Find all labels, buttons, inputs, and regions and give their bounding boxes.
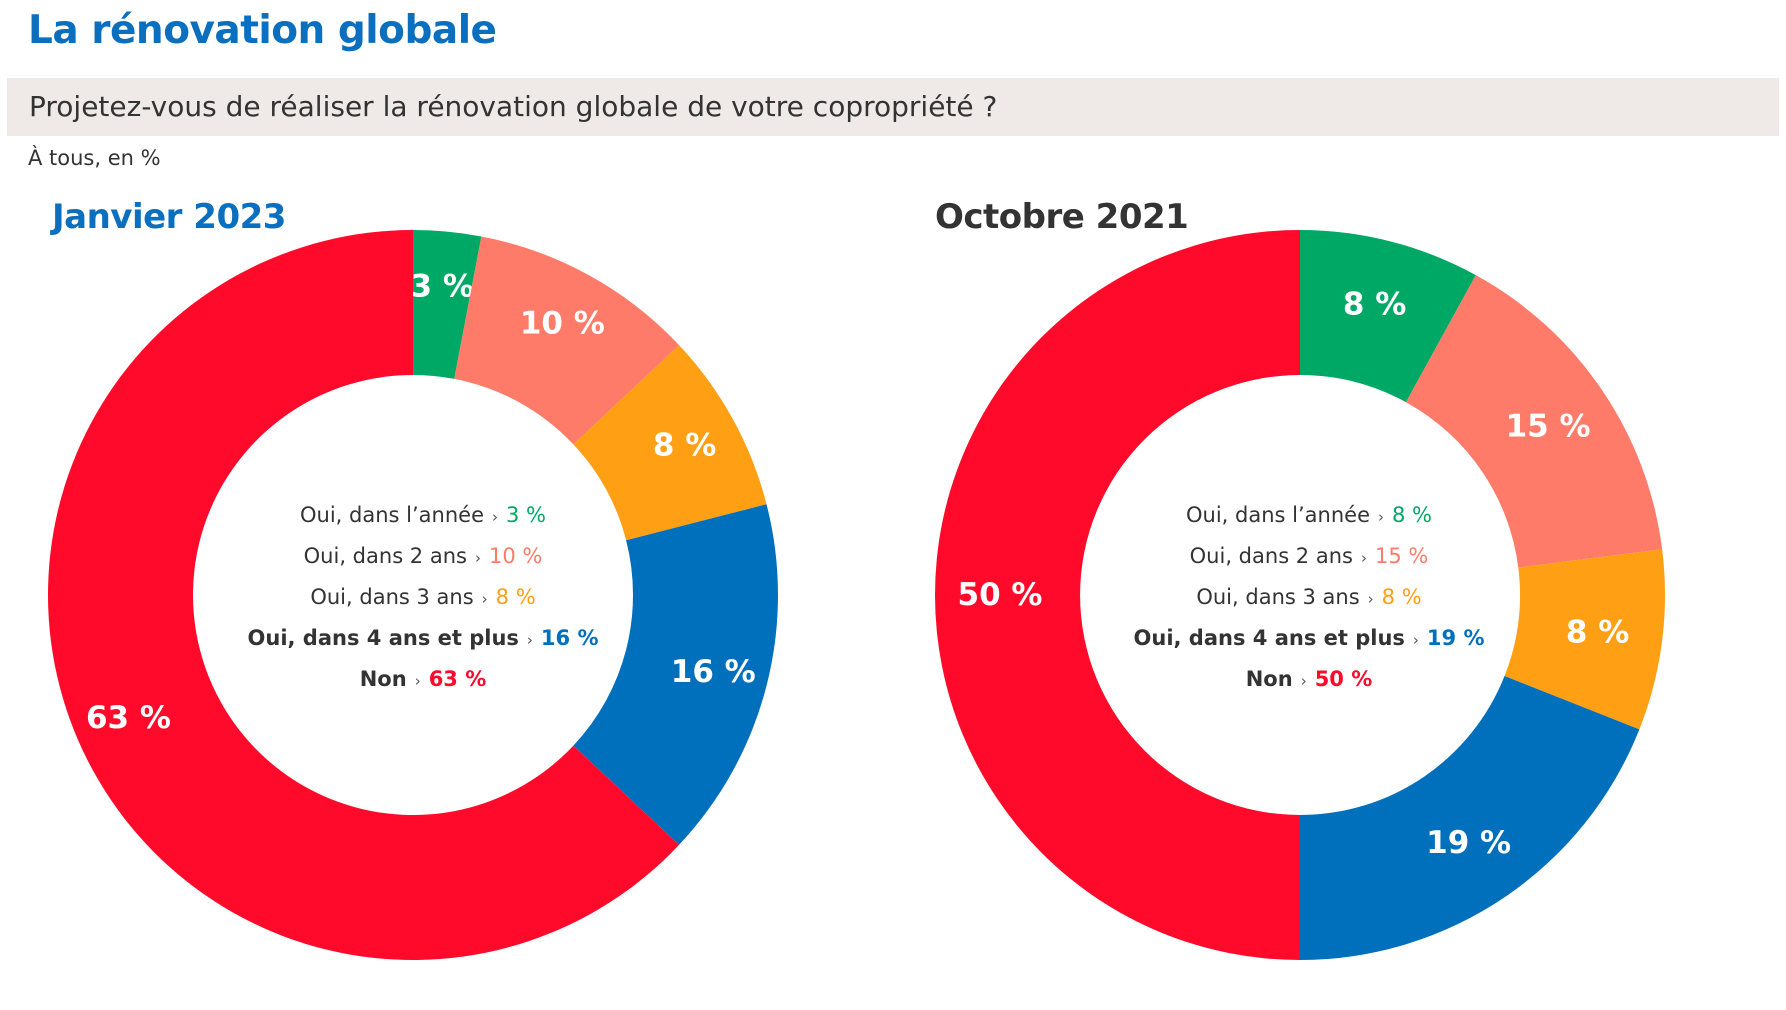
slice-label-octobre-2021-2: 8 % (1566, 615, 1629, 651)
base-note: À tous, en % (28, 146, 161, 170)
legend-label: Oui, dans 3 ans (310, 585, 474, 609)
donut-slice-janvier-2023-0 (413, 230, 482, 379)
legend-item: Oui, dans 3 ans › 8 % (203, 577, 643, 618)
donut-slice-octobre-2021-0 (1300, 230, 1476, 403)
legend-item: Oui, dans 2 ans › 10 % (203, 536, 643, 577)
slice-label-octobre-2021-3: 19 % (1426, 825, 1511, 861)
chart-title-janvier-2023: Janvier 2023 (52, 197, 286, 237)
donut-slice-octobre-2021-4 (935, 230, 1300, 960)
slice-label-janvier-2023-0: 3 % (410, 268, 473, 304)
legend-label: Non (359, 667, 407, 691)
legend-label: Oui, dans 2 ans (1189, 544, 1353, 568)
legend-label: Oui, dans 4 ans et plus (247, 626, 519, 650)
slice-label-octobre-2021-1: 15 % (1506, 408, 1591, 444)
legend-value: 8 % (1381, 585, 1422, 609)
chevron-right-icon: › (492, 508, 498, 526)
slice-label-janvier-2023-4: 63 % (86, 700, 171, 736)
legend-item: Oui, dans l’année › 8 % (1089, 495, 1529, 536)
slice-label-octobre-2021-4: 50 % (958, 577, 1043, 613)
slice-label-janvier-2023-3: 16 % (671, 654, 756, 690)
question-text: Projetez-vous de réaliser la rénovation … (29, 90, 998, 123)
donut-slice-janvier-2023-2 (573, 345, 767, 541)
chevron-right-icon: › (1378, 508, 1384, 526)
chevron-right-icon: › (1360, 549, 1367, 567)
legend-label: Oui, dans l’année (1186, 503, 1370, 527)
legend-item: Oui, dans l’année › 3 % (203, 495, 643, 536)
chevron-right-icon: › (481, 590, 488, 608)
donut-slice-janvier-2023-1 (454, 236, 680, 445)
legend-value: 16 % (540, 626, 599, 650)
legend-value: 63 % (428, 667, 487, 691)
legend-label: Oui, dans l’année (300, 503, 484, 527)
legend-value: 3 % (506, 503, 546, 527)
legend-value: 50 % (1314, 667, 1373, 691)
legend-item: Non › 50 % (1089, 659, 1529, 700)
legend-item: Oui, dans 2 ans › 15 % (1089, 536, 1529, 577)
donut-slice-octobre-2021-1 (1405, 275, 1663, 568)
chevron-right-icon: › (414, 672, 421, 690)
donut-slice-janvier-2023-3 (573, 504, 778, 845)
legend-label: Non (1245, 667, 1293, 691)
chevron-right-icon: › (1412, 631, 1419, 649)
chart-title-octobre-2021: Octobre 2021 (935, 197, 1189, 237)
legend-item: Oui, dans 4 ans et plus › 16 % (203, 618, 643, 659)
chevron-right-icon: › (474, 549, 481, 567)
slice-label-janvier-2023-1: 10 % (520, 305, 605, 341)
legend-octobre-2021: Oui, dans l’année › 8 % Oui, dans 2 ans › 15 … (1089, 495, 1529, 700)
chevron-right-icon: › (526, 631, 533, 649)
legend-item: Oui, dans 4 ans et plus › 19 % (1089, 618, 1529, 659)
legend-item: Non › 63 % (203, 659, 643, 700)
legend-label: Oui, dans 3 ans (1196, 585, 1360, 609)
legend-label: Oui, dans 2 ans (303, 544, 467, 568)
legend-label: Oui, dans 4 ans et plus (1133, 626, 1405, 650)
legend-item: Oui, dans 3 ans › 8 % (1089, 577, 1529, 618)
legend-value: 8 % (1392, 503, 1432, 527)
legend-value: 8 % (495, 585, 536, 609)
slice-label-janvier-2023-2: 8 % (653, 428, 716, 464)
legend-value: 15 % (1374, 544, 1429, 568)
donut-slice-octobre-2021-2 (1504, 549, 1665, 730)
donut-slice-janvier-2023-4 (48, 230, 680, 960)
chevron-right-icon: › (1300, 672, 1307, 690)
page-title: La rénovation globale (28, 8, 497, 53)
legend-janvier-2023: Oui, dans l’année › 3 % Oui, dans 2 ans › 10 … (203, 495, 643, 700)
legend-value: 10 % (488, 544, 543, 568)
question-bar: Projetez-vous de réaliser la rénovation … (7, 78, 1779, 136)
chevron-right-icon: › (1367, 590, 1374, 608)
legend-value: 19 % (1426, 626, 1485, 650)
slice-label-octobre-2021-0: 8 % (1343, 286, 1406, 322)
donut-slice-octobre-2021-3 (1300, 675, 1640, 960)
